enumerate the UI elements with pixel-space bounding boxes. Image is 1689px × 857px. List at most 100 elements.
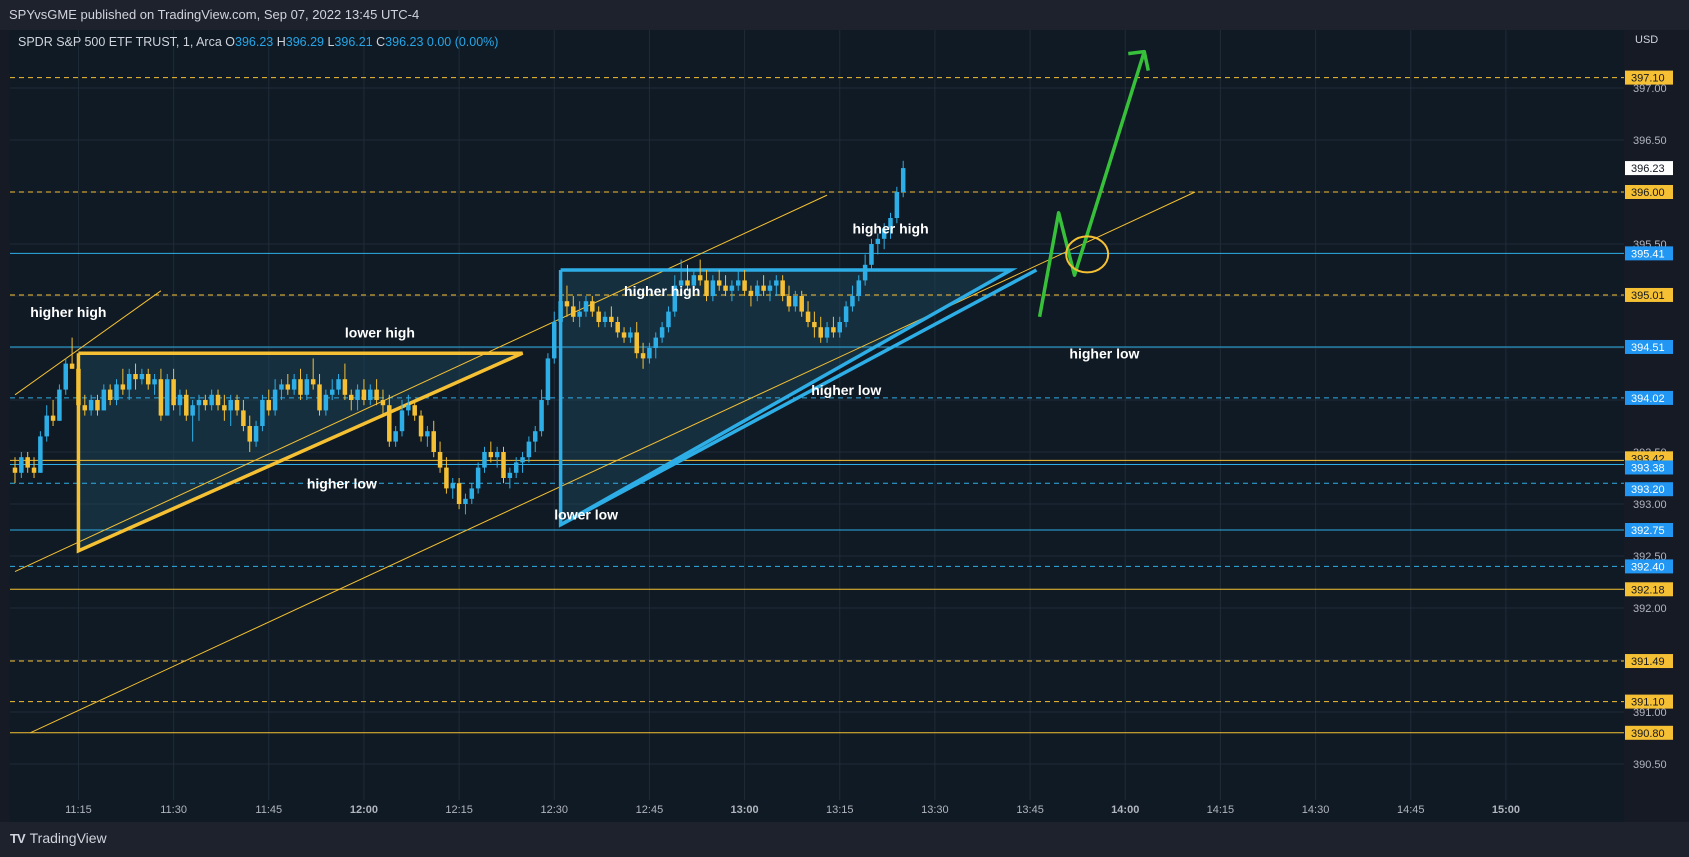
price-level-tag bbox=[1625, 654, 1673, 669]
candle bbox=[818, 316, 823, 343]
candle bbox=[38, 431, 43, 473]
candle-body bbox=[25, 457, 30, 468]
candle bbox=[850, 285, 855, 312]
candle bbox=[475, 462, 481, 494]
candle bbox=[387, 394, 392, 447]
candle bbox=[494, 446, 500, 468]
candle bbox=[88, 394, 94, 416]
candle-body bbox=[640, 353, 646, 359]
time-axis-tick-label: 11:45 bbox=[255, 804, 282, 816]
candle bbox=[139, 368, 145, 385]
candle bbox=[812, 311, 817, 338]
candle-body bbox=[786, 296, 792, 307]
candle-body bbox=[647, 348, 652, 359]
trend-channel-line-mid bbox=[14, 194, 828, 573]
time-axis-tick-label: 14:00 bbox=[1111, 804, 1139, 816]
candle bbox=[76, 363, 81, 416]
candle bbox=[431, 420, 436, 458]
candle bbox=[564, 285, 570, 317]
candle bbox=[469, 483, 475, 504]
candle-body bbox=[317, 384, 322, 411]
candle bbox=[234, 394, 240, 416]
candle bbox=[894, 186, 900, 224]
candle bbox=[526, 436, 532, 463]
candle-body bbox=[742, 280, 747, 291]
candle bbox=[406, 394, 411, 416]
price-axis-tick-label: 393.00 bbox=[1633, 499, 1667, 511]
candle bbox=[304, 374, 310, 400]
candle-body bbox=[247, 426, 252, 442]
candle-body bbox=[881, 228, 887, 239]
candle bbox=[805, 301, 811, 328]
candle bbox=[456, 478, 462, 510]
candle-body bbox=[602, 316, 608, 322]
yellow-triangle-inner-line bbox=[78, 352, 523, 552]
candle-body bbox=[165, 379, 170, 416]
candle-body bbox=[539, 400, 544, 432]
candle-body bbox=[323, 394, 329, 411]
open-label: O bbox=[225, 35, 235, 49]
candle bbox=[19, 452, 24, 478]
candle-body bbox=[545, 358, 551, 400]
time-axis-tick-label: 13:30 bbox=[921, 804, 949, 816]
candle-body bbox=[678, 280, 684, 286]
candle-body bbox=[609, 316, 614, 322]
candle bbox=[12, 457, 18, 484]
candle-body bbox=[659, 327, 665, 338]
candle bbox=[900, 160, 906, 198]
candle-body bbox=[12, 467, 18, 473]
price-axis-tick-label: 392.00 bbox=[1633, 603, 1667, 615]
candle-body bbox=[900, 168, 906, 192]
candle-body bbox=[196, 400, 202, 406]
candle-body bbox=[596, 311, 601, 322]
candle bbox=[558, 290, 563, 328]
price-level-tag bbox=[1625, 460, 1673, 475]
candle bbox=[513, 457, 519, 478]
candle bbox=[209, 389, 214, 411]
price-level-tag-label: 392.75 bbox=[1631, 525, 1665, 537]
candle bbox=[247, 415, 252, 452]
candle bbox=[881, 223, 887, 250]
candle-body bbox=[107, 389, 113, 400]
candle-body bbox=[869, 244, 874, 265]
candle-body bbox=[57, 389, 62, 421]
candle bbox=[361, 379, 367, 406]
top-bar: SPYvsGME published on TradingView.com, S… bbox=[0, 0, 1689, 30]
blue-triangle-extension bbox=[559, 268, 1038, 527]
candle-body bbox=[666, 311, 671, 328]
candle-body bbox=[520, 457, 525, 463]
candle-body bbox=[126, 374, 132, 390]
green-arrowhead bbox=[1128, 49, 1150, 71]
chart-area[interactable] bbox=[10, 30, 1624, 822]
price-level-tag-label: 390.80 bbox=[1631, 728, 1665, 740]
candle-body bbox=[672, 285, 678, 312]
candle-body bbox=[494, 452, 500, 458]
candle-body bbox=[418, 415, 424, 437]
candle bbox=[488, 441, 494, 463]
candle-body bbox=[31, 467, 37, 473]
candle bbox=[336, 374, 341, 395]
price-level-tag bbox=[1625, 482, 1673, 497]
current-price-tag-label: 396.23 bbox=[1631, 163, 1665, 175]
candle bbox=[786, 285, 792, 312]
candle bbox=[716, 270, 722, 291]
candle-body bbox=[621, 332, 627, 338]
tradingview-brand[interactable]: TV TradingView bbox=[10, 830, 107, 846]
target-circle bbox=[1065, 235, 1110, 274]
candle-body bbox=[38, 436, 43, 473]
candle-body bbox=[399, 410, 405, 432]
current-price-tag bbox=[1625, 161, 1673, 176]
candle-body bbox=[291, 379, 297, 390]
candle-body bbox=[469, 488, 475, 499]
candle bbox=[672, 275, 678, 317]
candle bbox=[107, 384, 113, 406]
time-axis-tick-label: 12:00 bbox=[350, 804, 378, 816]
candle-body bbox=[228, 400, 233, 411]
price-level-tag-label: 392.18 bbox=[1631, 584, 1665, 596]
candle bbox=[729, 280, 735, 302]
blue-triangle-pattern bbox=[558, 268, 1018, 528]
candle bbox=[165, 374, 170, 416]
candle-body bbox=[260, 400, 265, 426]
candle bbox=[888, 212, 893, 239]
